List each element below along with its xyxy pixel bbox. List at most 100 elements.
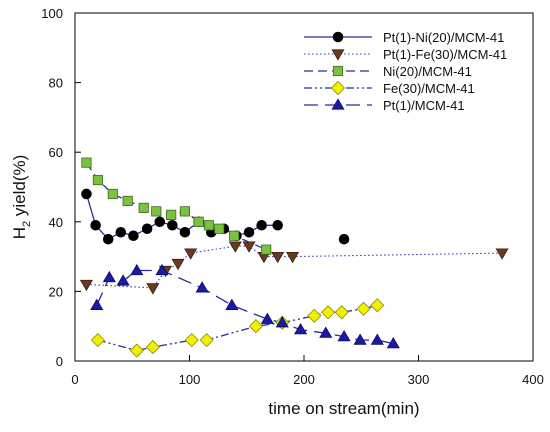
series-4-point bbox=[90, 333, 105, 348]
legend-entry: Pt(1)-Ni(20)/MCM-41 bbox=[304, 30, 504, 45]
series-1-point bbox=[81, 188, 92, 200]
series-2-point bbox=[146, 283, 160, 295]
series-4-point bbox=[320, 305, 336, 320]
legend-label: Ni(20)/MCM-41 bbox=[383, 64, 472, 79]
series-3-point bbox=[261, 244, 272, 255]
series-1-point bbox=[154, 216, 166, 228]
legend-label: Pt(1)/MCM-41 bbox=[383, 98, 465, 113]
series-1-point bbox=[272, 220, 283, 231]
y-tick-label: 40 bbox=[49, 215, 63, 230]
legend-entry: Pt(1)-Fe(30)/MCM-41 bbox=[304, 47, 507, 62]
series-3-point bbox=[138, 202, 149, 213]
legend-entry: Pt(1)/MCM-41 bbox=[304, 98, 465, 113]
series-5-point bbox=[294, 323, 308, 335]
legend-entry: Fe(30)/MCM-41 bbox=[304, 80, 475, 96]
series-1-point bbox=[141, 223, 153, 235]
series-3-point bbox=[122, 195, 133, 207]
series-3-point bbox=[193, 216, 204, 227]
series-4-point bbox=[145, 340, 160, 355]
series-5-point bbox=[260, 312, 274, 324]
series-3-point bbox=[229, 230, 240, 241]
series-2-point bbox=[228, 241, 242, 253]
series-2-point bbox=[495, 248, 509, 260]
series-3-point bbox=[107, 188, 118, 200]
series-2-point bbox=[286, 251, 300, 264]
series-4-point bbox=[184, 333, 199, 348]
y-axis-label: H2 yield(%) bbox=[10, 155, 33, 240]
series-5-point bbox=[386, 336, 400, 349]
y-tick-label: 60 bbox=[49, 145, 63, 160]
series-2-point bbox=[171, 258, 185, 271]
series-1-point bbox=[167, 220, 178, 231]
legend-label: Pt(1)-Fe(30)/MCM-41 bbox=[383, 47, 507, 62]
series-5-point bbox=[90, 298, 104, 310]
series-5-point bbox=[225, 298, 239, 310]
legend-marker bbox=[331, 49, 345, 61]
axis-ticks: 0 100 200 300 400 0 20 40 60 80 100 bbox=[41, 6, 544, 387]
legend-marker bbox=[332, 65, 344, 77]
series-3-point bbox=[203, 220, 215, 231]
series-5-point bbox=[337, 329, 351, 342]
series-2-point bbox=[271, 251, 285, 264]
series-3-point bbox=[151, 206, 162, 217]
series-3-point bbox=[81, 157, 92, 168]
series-markers bbox=[79, 157, 509, 358]
series-2-point bbox=[79, 279, 93, 292]
legend-marker bbox=[330, 80, 346, 96]
y-axis-label-rest: yield(%) bbox=[10, 155, 29, 221]
series-1-point bbox=[115, 226, 127, 238]
series-1-point bbox=[243, 226, 255, 238]
y-tick-label: 20 bbox=[49, 284, 63, 299]
y-tick-label: 100 bbox=[41, 6, 63, 21]
legend-label: Pt(1)-Ni(20)/MCM-41 bbox=[383, 30, 504, 45]
series-1-point bbox=[90, 220, 101, 231]
series-4-point bbox=[356, 301, 371, 316]
x-tick-label: 300 bbox=[408, 372, 430, 387]
x-tick-label: 0 bbox=[71, 372, 78, 387]
legend-label: Fe(30)/MCM-41 bbox=[383, 81, 475, 96]
series-4-point bbox=[334, 305, 349, 320]
legend-marker bbox=[331, 98, 345, 110]
series-3-point bbox=[166, 209, 177, 220]
series-4-point bbox=[199, 333, 214, 348]
series-4-point bbox=[307, 308, 322, 323]
x-axis-label: time on stream(min) bbox=[268, 399, 419, 418]
series-2-point bbox=[242, 241, 256, 253]
series-4-point bbox=[129, 343, 144, 358]
series-line-2 bbox=[86, 245, 503, 289]
series-5-point bbox=[319, 326, 333, 338]
series-3-point bbox=[214, 223, 225, 234]
series-3-point bbox=[179, 206, 191, 217]
series-line-1 bbox=[85, 193, 278, 241]
legend-entry: Ni(20)/MCM-41 bbox=[304, 64, 472, 79]
series-4-point bbox=[248, 319, 263, 334]
series-1-point bbox=[179, 226, 191, 238]
legend: Pt(1)-Ni(20)/MCM-41 Pt(1)-Fe(30)/MCM-41 Ni… bbox=[304, 30, 507, 113]
series-5-point bbox=[102, 270, 116, 283]
series-5-point bbox=[195, 281, 209, 293]
series-5-point bbox=[353, 333, 367, 345]
series-1-point bbox=[102, 233, 114, 245]
series-1-point bbox=[256, 220, 267, 231]
series-5-point bbox=[275, 316, 289, 328]
series-3-point bbox=[92, 174, 103, 186]
y-tick-label: 80 bbox=[49, 76, 63, 91]
y-tick-label: 0 bbox=[56, 354, 63, 369]
series-1-point bbox=[128, 230, 139, 241]
series-5-point bbox=[370, 333, 384, 345]
series-line-5 bbox=[96, 269, 394, 345]
series-5-point bbox=[130, 263, 144, 276]
series-1-point bbox=[338, 233, 350, 245]
x-tick-label: 400 bbox=[522, 372, 544, 387]
x-tick-label: 100 bbox=[179, 372, 201, 387]
x-tick-label: 200 bbox=[293, 372, 315, 387]
legend-marker bbox=[332, 31, 344, 43]
series-4-point bbox=[370, 298, 385, 313]
series-2-point bbox=[184, 248, 198, 260]
series-5-point bbox=[155, 263, 169, 276]
series-5-point bbox=[116, 274, 130, 286]
y-axis-label-subscript: 2 bbox=[21, 221, 33, 227]
y-axis-label-main: H bbox=[10, 227, 29, 239]
